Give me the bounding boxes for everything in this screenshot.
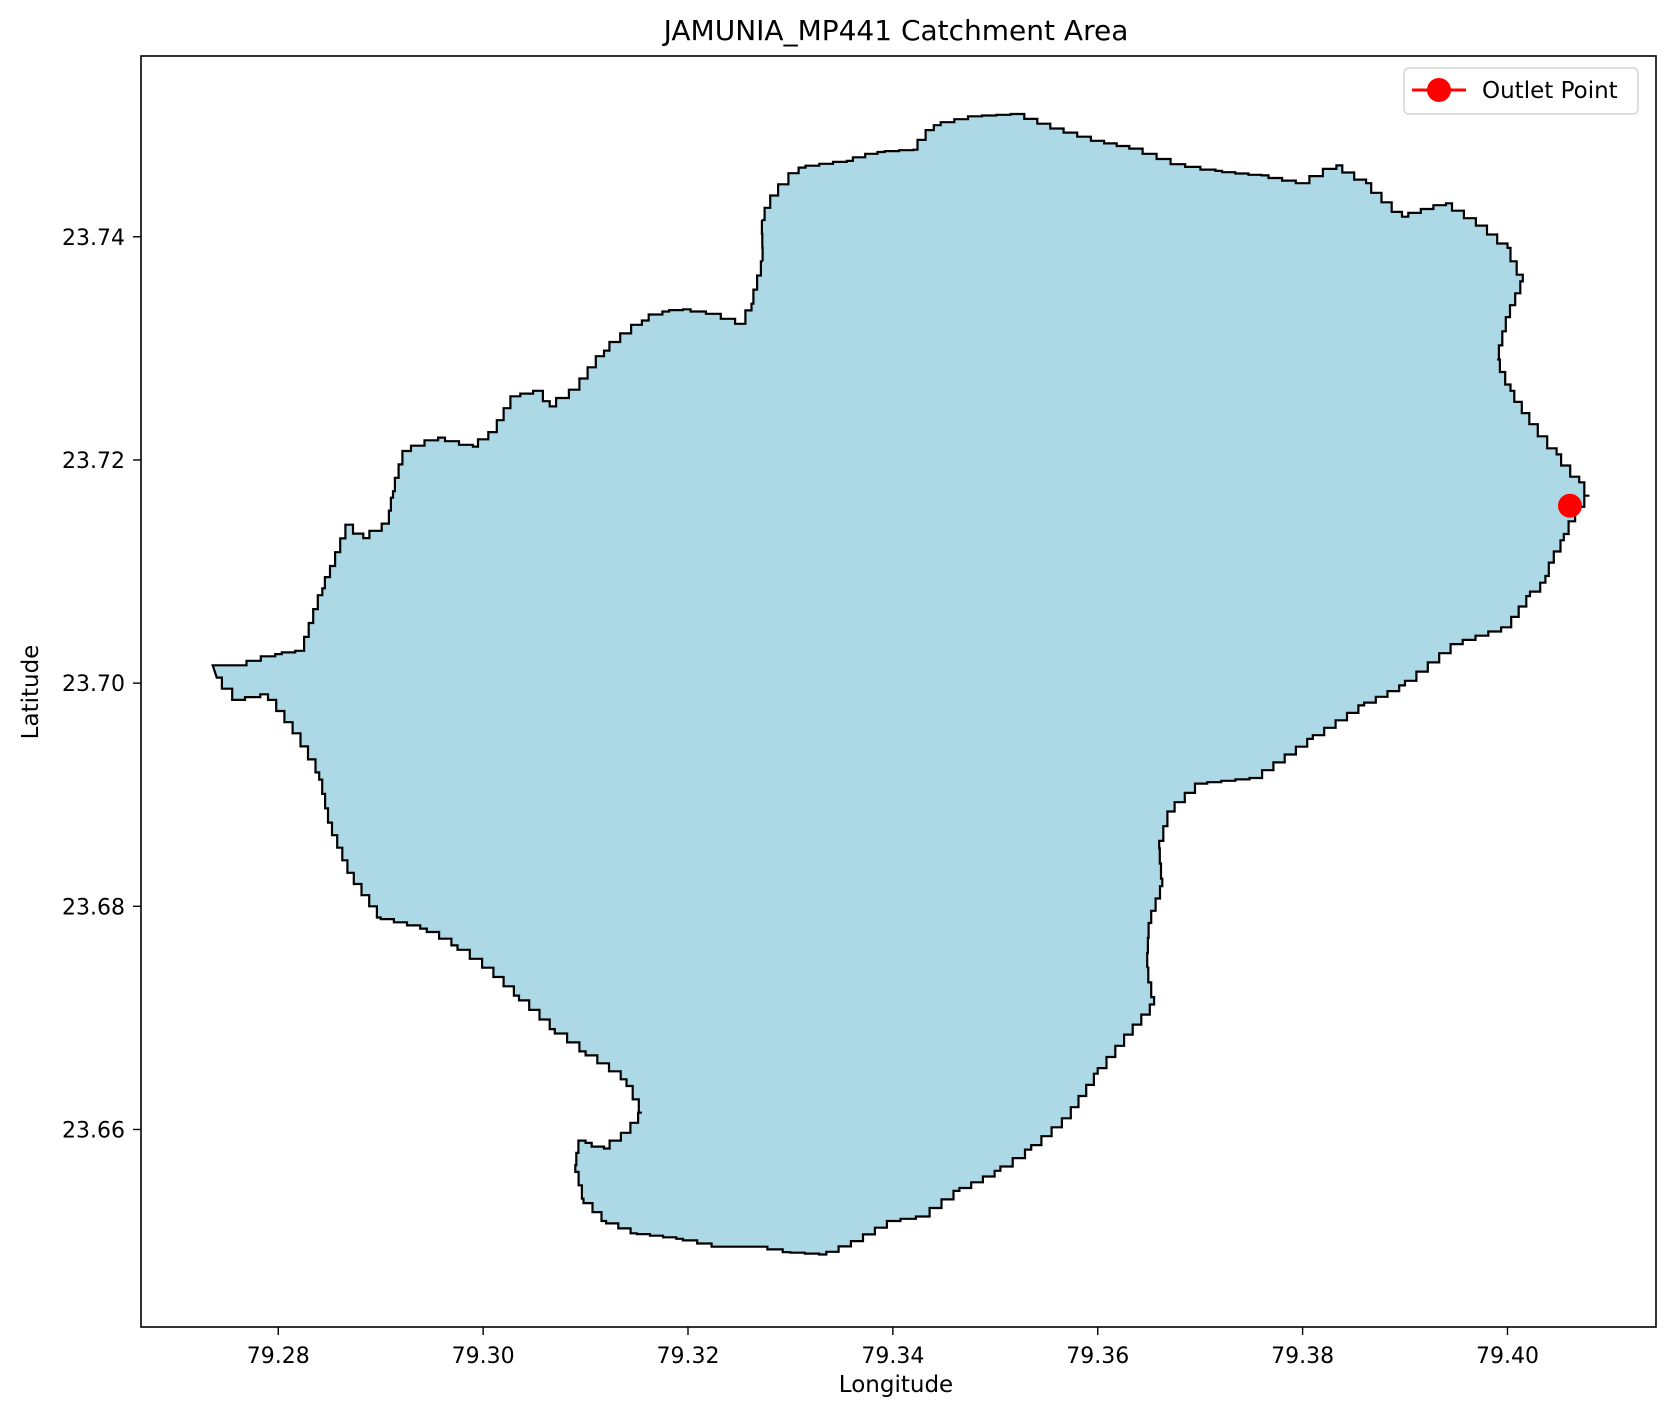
plot-area: [140, 55, 1657, 1328]
y-tick-label: 23.74: [62, 226, 125, 251]
x-tick-label: 79.34: [861, 1344, 924, 1369]
y-tick-label: 23.66: [62, 1118, 125, 1143]
y-tick-label: 23.70: [62, 672, 125, 697]
legend-marker-outlet: [1427, 78, 1451, 102]
y-axis-label: Latitude: [18, 645, 44, 740]
outlet-point-marker: [1557, 493, 1582, 518]
catchment-polygon: [211, 112, 1590, 1256]
legend-box: [1403, 67, 1639, 115]
x-tick-label: 79.40: [1476, 1344, 1539, 1369]
x-tick-label: 79.38: [1271, 1344, 1334, 1369]
chart-title: JAMUNIA_MP441 Catchment Area: [662, 14, 1129, 47]
x-tick-label: 79.32: [657, 1344, 720, 1369]
x-axis-ticks: 79.28 79.30 79.32 79.34 79.36 79.38 79.40: [247, 1327, 1539, 1369]
plot-frame: [140, 55, 1657, 1328]
x-tick-label: 79.36: [1066, 1344, 1129, 1369]
y-tick-label: 23.68: [62, 895, 125, 920]
x-tick-label: 79.30: [452, 1344, 515, 1369]
legend: Outlet Point: [1403, 67, 1639, 115]
legend-label-outlet: Outlet Point: [1482, 78, 1618, 104]
outlet-layer: [1557, 493, 1582, 518]
y-tick-label: 23.72: [62, 449, 125, 474]
y-axis-ticks: 23.66 23.68 23.70 23.72 23.74: [62, 226, 141, 1143]
x-tick-label: 79.28: [247, 1344, 310, 1369]
x-axis-label: Longitude: [839, 1372, 953, 1398]
